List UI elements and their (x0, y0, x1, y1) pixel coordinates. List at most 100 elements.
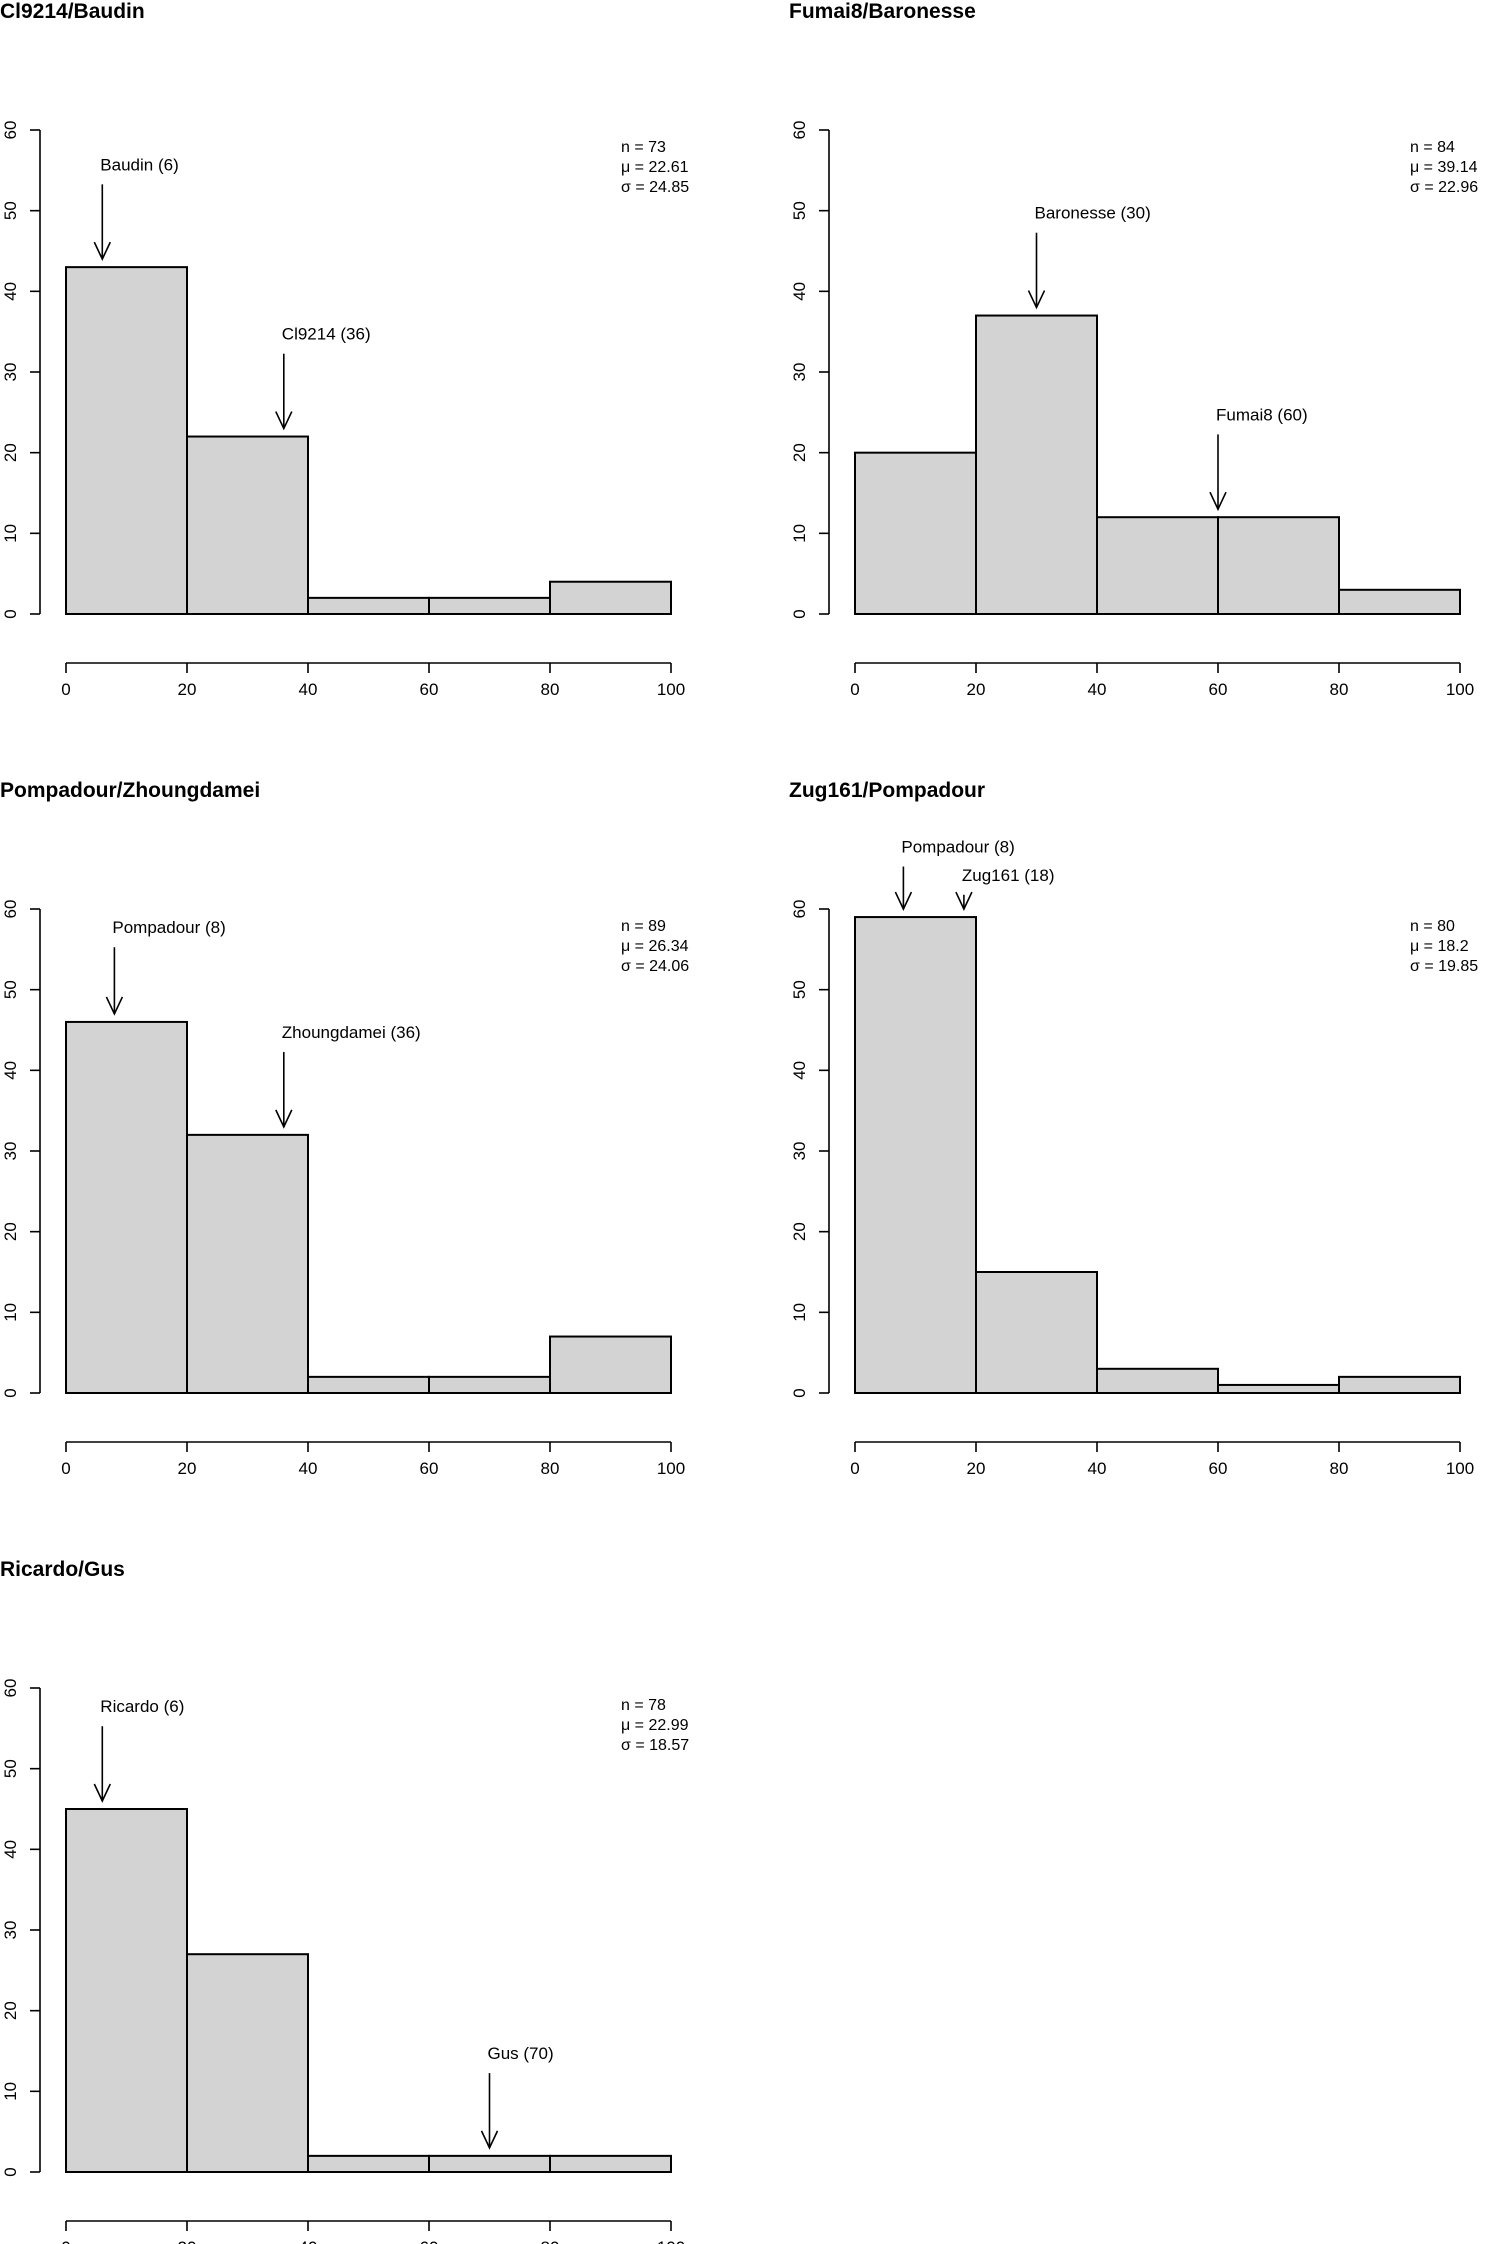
histogram-panel: Pompadour/Zhoungdamei 0 20 40 60 80 100 0 10 20 30… (0, 779, 689, 1478)
arrow-annotation-label: Baudin (6) (100, 155, 178, 174)
y-tick-label: 10 (1, 1303, 20, 1322)
histogram-bar (65, 1020, 188, 1395)
y-tick-label: 10 (1, 2082, 20, 2101)
x-tick-label: 40 (299, 1459, 318, 1478)
y-tick-label: 20 (1, 2001, 20, 2020)
y-tick-label: 60 (790, 900, 809, 919)
arrow-annotation-label: Cl9214 (36) (282, 325, 371, 344)
y-tick-label: 20 (790, 1222, 809, 1241)
histogram-bar (428, 596, 551, 615)
x-tick-label: 20 (178, 1459, 197, 1478)
y-tick-label: 10 (1, 524, 20, 543)
y-tick-label: 50 (1, 980, 20, 999)
stats-line: μ = 26.34 (621, 938, 689, 955)
histogram-bar (1217, 1383, 1340, 1395)
arrow-annotation-head (275, 411, 293, 431)
x-tick-label: 100 (1446, 680, 1474, 699)
stats-line: σ = 24.06 (621, 958, 689, 975)
y-tick-label: 50 (790, 201, 809, 220)
histogram-bar (854, 916, 977, 1394)
histogram-bar (428, 1375, 551, 1394)
y-tick-label: 30 (790, 1142, 809, 1161)
y-tick-label: 0 (790, 609, 809, 618)
y-tick-label: 10 (790, 524, 809, 543)
stats-line: μ = 22.99 (621, 1717, 689, 1734)
x-tick-label: 20 (178, 680, 197, 699)
histogram-panel: Ricardo/Gus 0 20 40 60 80 100 0 10 20 30 40 50 60 Rica… (0, 1558, 689, 2244)
stats-line: n = 89 (621, 918, 666, 935)
arrow-annotation-head (1209, 491, 1227, 512)
histogram-bar (975, 314, 1098, 615)
histogram-bar (549, 580, 672, 616)
arrow-annotation-label: Baronesse (30) (1035, 204, 1151, 223)
arrow-annotation-head (93, 1783, 112, 1803)
stats-line: n = 80 (1410, 918, 1455, 935)
x-tick-label: 0 (850, 680, 859, 699)
y-tick-label: 30 (790, 363, 809, 382)
x-tick-label: 100 (657, 680, 685, 699)
y-tick-label: 0 (790, 1388, 809, 1397)
y-tick-label: 50 (1, 1759, 20, 1778)
chart-title: Zug161/Pompadour (789, 779, 985, 802)
y-tick-label: 60 (790, 121, 809, 140)
y-tick-label: 20 (790, 443, 809, 462)
stats-line: n = 73 (621, 139, 666, 156)
x-tick-label: 60 (420, 680, 439, 699)
y-tick-label: 0 (1, 2167, 20, 2176)
histogram-panel: Cl9214/Baudin 0 20 40 60 80 100 0 10 20 30 40 50 60 Ba… (0, 0, 689, 699)
y-tick-label: 30 (1, 1921, 20, 1940)
y-tick-label: 0 (1, 609, 20, 618)
chart-title: Ricardo/Gus (0, 1558, 125, 1581)
histogram-panel: Zug161/Pompadour 0 20 40 60 80 100 0 10 20 30 40 50 6… (789, 779, 1478, 1478)
x-tick-label: 20 (178, 2238, 197, 2244)
x-tick-label: 40 (299, 680, 318, 699)
stats-line: σ = 19.85 (1410, 958, 1478, 975)
arrow-annotation-head (93, 241, 112, 262)
arrow-annotation-head (275, 1109, 293, 1129)
arrow-annotation-label: Gus (70) (488, 2044, 554, 2063)
arrow-annotation-label: Zhoungdamei (36) (282, 1023, 421, 1042)
y-tick-label: 30 (1, 1142, 20, 1161)
histogram-bar (549, 1335, 672, 1394)
y-tick-label: 0 (1, 1388, 20, 1397)
y-tick-label: 40 (1, 1061, 20, 1080)
x-tick-label: 40 (299, 2238, 318, 2244)
chart-title: Cl9214/Baudin (0, 0, 145, 23)
stats-line: μ = 18.2 (1410, 938, 1469, 955)
histogram-bar (65, 266, 188, 615)
y-tick-label: 30 (1, 363, 20, 382)
x-tick-label: 60 (1209, 1459, 1228, 1478)
y-tick-label: 60 (1, 900, 20, 919)
histogram-bar (186, 1953, 309, 2174)
x-tick-label: 20 (967, 1459, 986, 1478)
x-tick-label: 0 (61, 2238, 70, 2244)
x-tick-label: 80 (541, 2238, 560, 2244)
arrow-annotation-label: Pompadour (8) (112, 918, 225, 937)
histogram-bar (1096, 1367, 1219, 1394)
y-tick-label: 40 (790, 282, 809, 301)
y-tick-label: 50 (1, 201, 20, 220)
x-tick-label: 80 (1330, 1459, 1349, 1478)
stats-line: n = 78 (621, 1697, 666, 1714)
y-tick-label: 40 (1, 1840, 20, 1859)
histogram-bar (307, 1375, 430, 1394)
arrow-annotation-label: Fumai8 (60) (1216, 405, 1308, 424)
histogram-bar (307, 2154, 430, 2173)
x-tick-label: 100 (657, 2238, 685, 2244)
y-tick-label: 40 (1, 282, 20, 301)
stats-line: σ = 24.85 (621, 179, 689, 196)
histogram-bar (1338, 588, 1461, 615)
y-tick-label: 60 (1, 1679, 20, 1698)
histogram-bar (1096, 516, 1219, 616)
x-tick-label: 60 (1209, 680, 1228, 699)
stats-line: n = 84 (1410, 139, 1455, 156)
x-tick-label: 20 (967, 680, 986, 699)
stats-line: μ = 39.14 (1410, 159, 1478, 176)
histogram-panel: Fumai8/Baronesse 0 20 40 60 80 100 0 10 20 30 40 50 6… (789, 0, 1478, 699)
y-tick-label: 20 (1, 443, 20, 462)
x-tick-label: 40 (1088, 1459, 1107, 1478)
arrow-annotation-head (105, 996, 124, 1016)
arrow-annotation-label: Zug161 (18) (962, 866, 1055, 885)
histogram-bar (975, 1271, 1098, 1394)
